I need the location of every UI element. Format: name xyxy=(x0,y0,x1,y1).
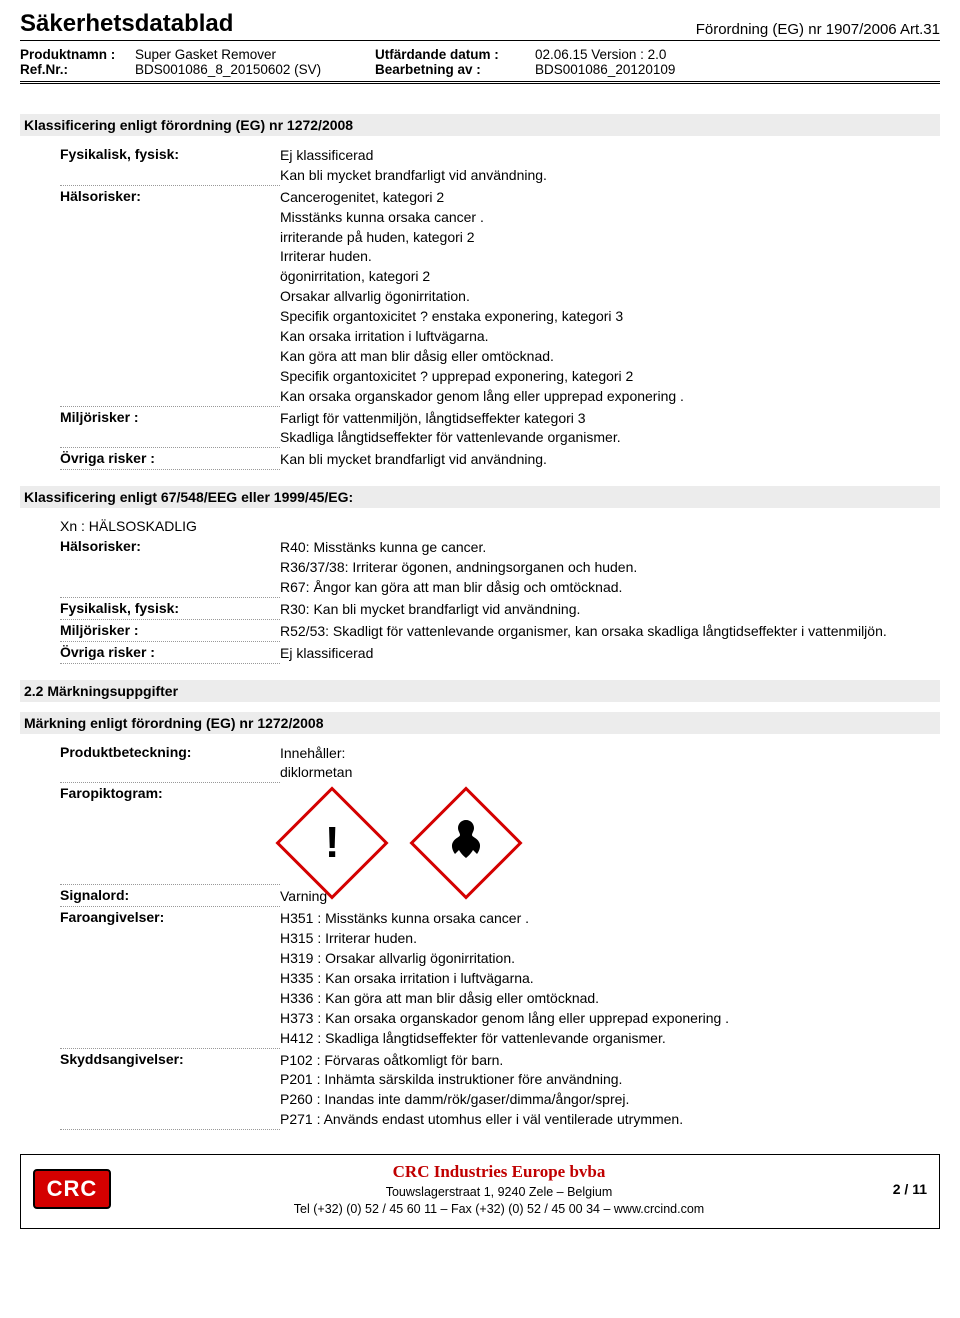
hazard-stmts-value: H351 : Misstänks kunna orsaka cancer .H3… xyxy=(280,909,940,1048)
env-label: Miljörisker : xyxy=(60,409,280,449)
product-name-label: Produktnamn : xyxy=(20,47,135,62)
precaution-stmts-label: Skyddsangivelser: xyxy=(60,1051,280,1131)
section-heading-labelling: Märkning enligt förordning (EG) nr 1272/… xyxy=(20,712,940,734)
footer-company: CRC Industries Europe bvba xyxy=(131,1161,867,1184)
issue-date-value: 02.06.15 Version : 2.0 xyxy=(535,47,940,62)
other-label: Övriga risker : xyxy=(60,450,280,470)
ref-nr-label: Ref.Nr.: xyxy=(20,62,135,77)
dsd-env-label: Miljörisker : xyxy=(60,622,280,642)
footer-address: Touwslagerstraat 1, 9240 Zele – Belgium xyxy=(131,1184,867,1201)
section-heading-dsd: Klassificering enligt 67/548/EEG eller 1… xyxy=(20,486,940,508)
precaution-stmts-value: P102 : Förvaras oåtkomligt för barn.P201… xyxy=(280,1051,940,1131)
pictogram-row: ! xyxy=(280,791,940,884)
revision-of-value: BDS001086_20120109 xyxy=(535,62,940,77)
product-name-value: Super Gasket Remover xyxy=(135,47,375,62)
health-value: Cancerogenitet, kategori 2Misstänks kunn… xyxy=(280,188,940,407)
crc-logo: CRC xyxy=(33,1169,111,1209)
product-ident-label: Produktbeteckning: xyxy=(60,744,280,784)
signal-word-value: Varning xyxy=(280,887,940,907)
footer-contact: Tel (+32) (0) 52 / 45 60 11 – Fax (+32) … xyxy=(131,1201,867,1218)
page-number: 2 / 11 xyxy=(867,1181,927,1197)
dsd-physical-label: Fysikalisk, fysisk: xyxy=(60,600,280,620)
dsd-health-label: Hälsorisker: xyxy=(60,538,280,598)
ref-nr-value: BDS001086_8_20150602 (SV) xyxy=(135,62,375,77)
other-value: Kan bli mycket brandfarligt vid användni… xyxy=(280,450,940,470)
health-label: Hälsorisker: xyxy=(60,188,280,407)
env-value: Farligt för vattenmiljön, långtidseffekt… xyxy=(280,409,940,449)
dsd-health-value: R40: Misstänks kunna ge cancer.R36/37/38… xyxy=(280,538,940,598)
ghs-health-hazard-icon xyxy=(409,787,522,900)
physical-label: Fysikalisk, fysisk: xyxy=(60,146,280,186)
dsd-other-label: Övriga risker : xyxy=(60,644,280,664)
header-divider xyxy=(20,83,940,84)
dsd-env-value: R52/53: Skadligt för vattenlevande organ… xyxy=(280,622,940,642)
ghs-exclamation-icon: ! xyxy=(275,787,388,900)
hazard-stmts-label: Faroangivelser: xyxy=(60,909,280,1048)
regulation-ref: Förordning (EG) nr 1907/2006 Art.31 xyxy=(696,21,940,38)
physical-value: Ej klassificeradKan bli mycket brandfarl… xyxy=(280,146,940,186)
clp-block: Fysikalisk, fysisk: Ej klassificeradKan … xyxy=(20,146,940,470)
section-heading-22: 2.2 Märkningsuppgifter xyxy=(20,680,940,702)
meta-block: Produktnamn : Ref.Nr.: Super Gasket Remo… xyxy=(20,41,940,82)
issue-date-label: Utfärdande datum : xyxy=(375,47,535,62)
xn-classification: Xn : HÄLSOSKADLIG xyxy=(60,518,940,534)
revision-of-label: Bearbetning av : xyxy=(375,62,535,77)
dsd-other-value: Ej klassificerad xyxy=(280,644,940,664)
page-footer: CRC CRC Industries Europe bvba Touwslage… xyxy=(20,1154,940,1229)
product-ident-value: Innehåller:diklormetan xyxy=(280,744,940,784)
pictogram-label: Faropiktogram: xyxy=(60,785,280,885)
labelling-block: Produktbeteckning: Innehåller:diklormeta… xyxy=(20,744,940,1130)
dsd-block: Xn : HÄLSOSKADLIG Hälsorisker: R40: Miss… xyxy=(20,518,940,663)
dsd-physical-value: R30: Kan bli mycket brandfarligt vid anv… xyxy=(280,600,940,620)
doc-title: Säkerhetsdatablad xyxy=(20,10,233,38)
signal-word-label: Signalord: xyxy=(60,887,280,907)
page-header: Säkerhetsdatablad Förordning (EG) nr 190… xyxy=(20,10,940,41)
section-heading-clp: Klassificering enligt förordning (EG) nr… xyxy=(20,114,940,136)
